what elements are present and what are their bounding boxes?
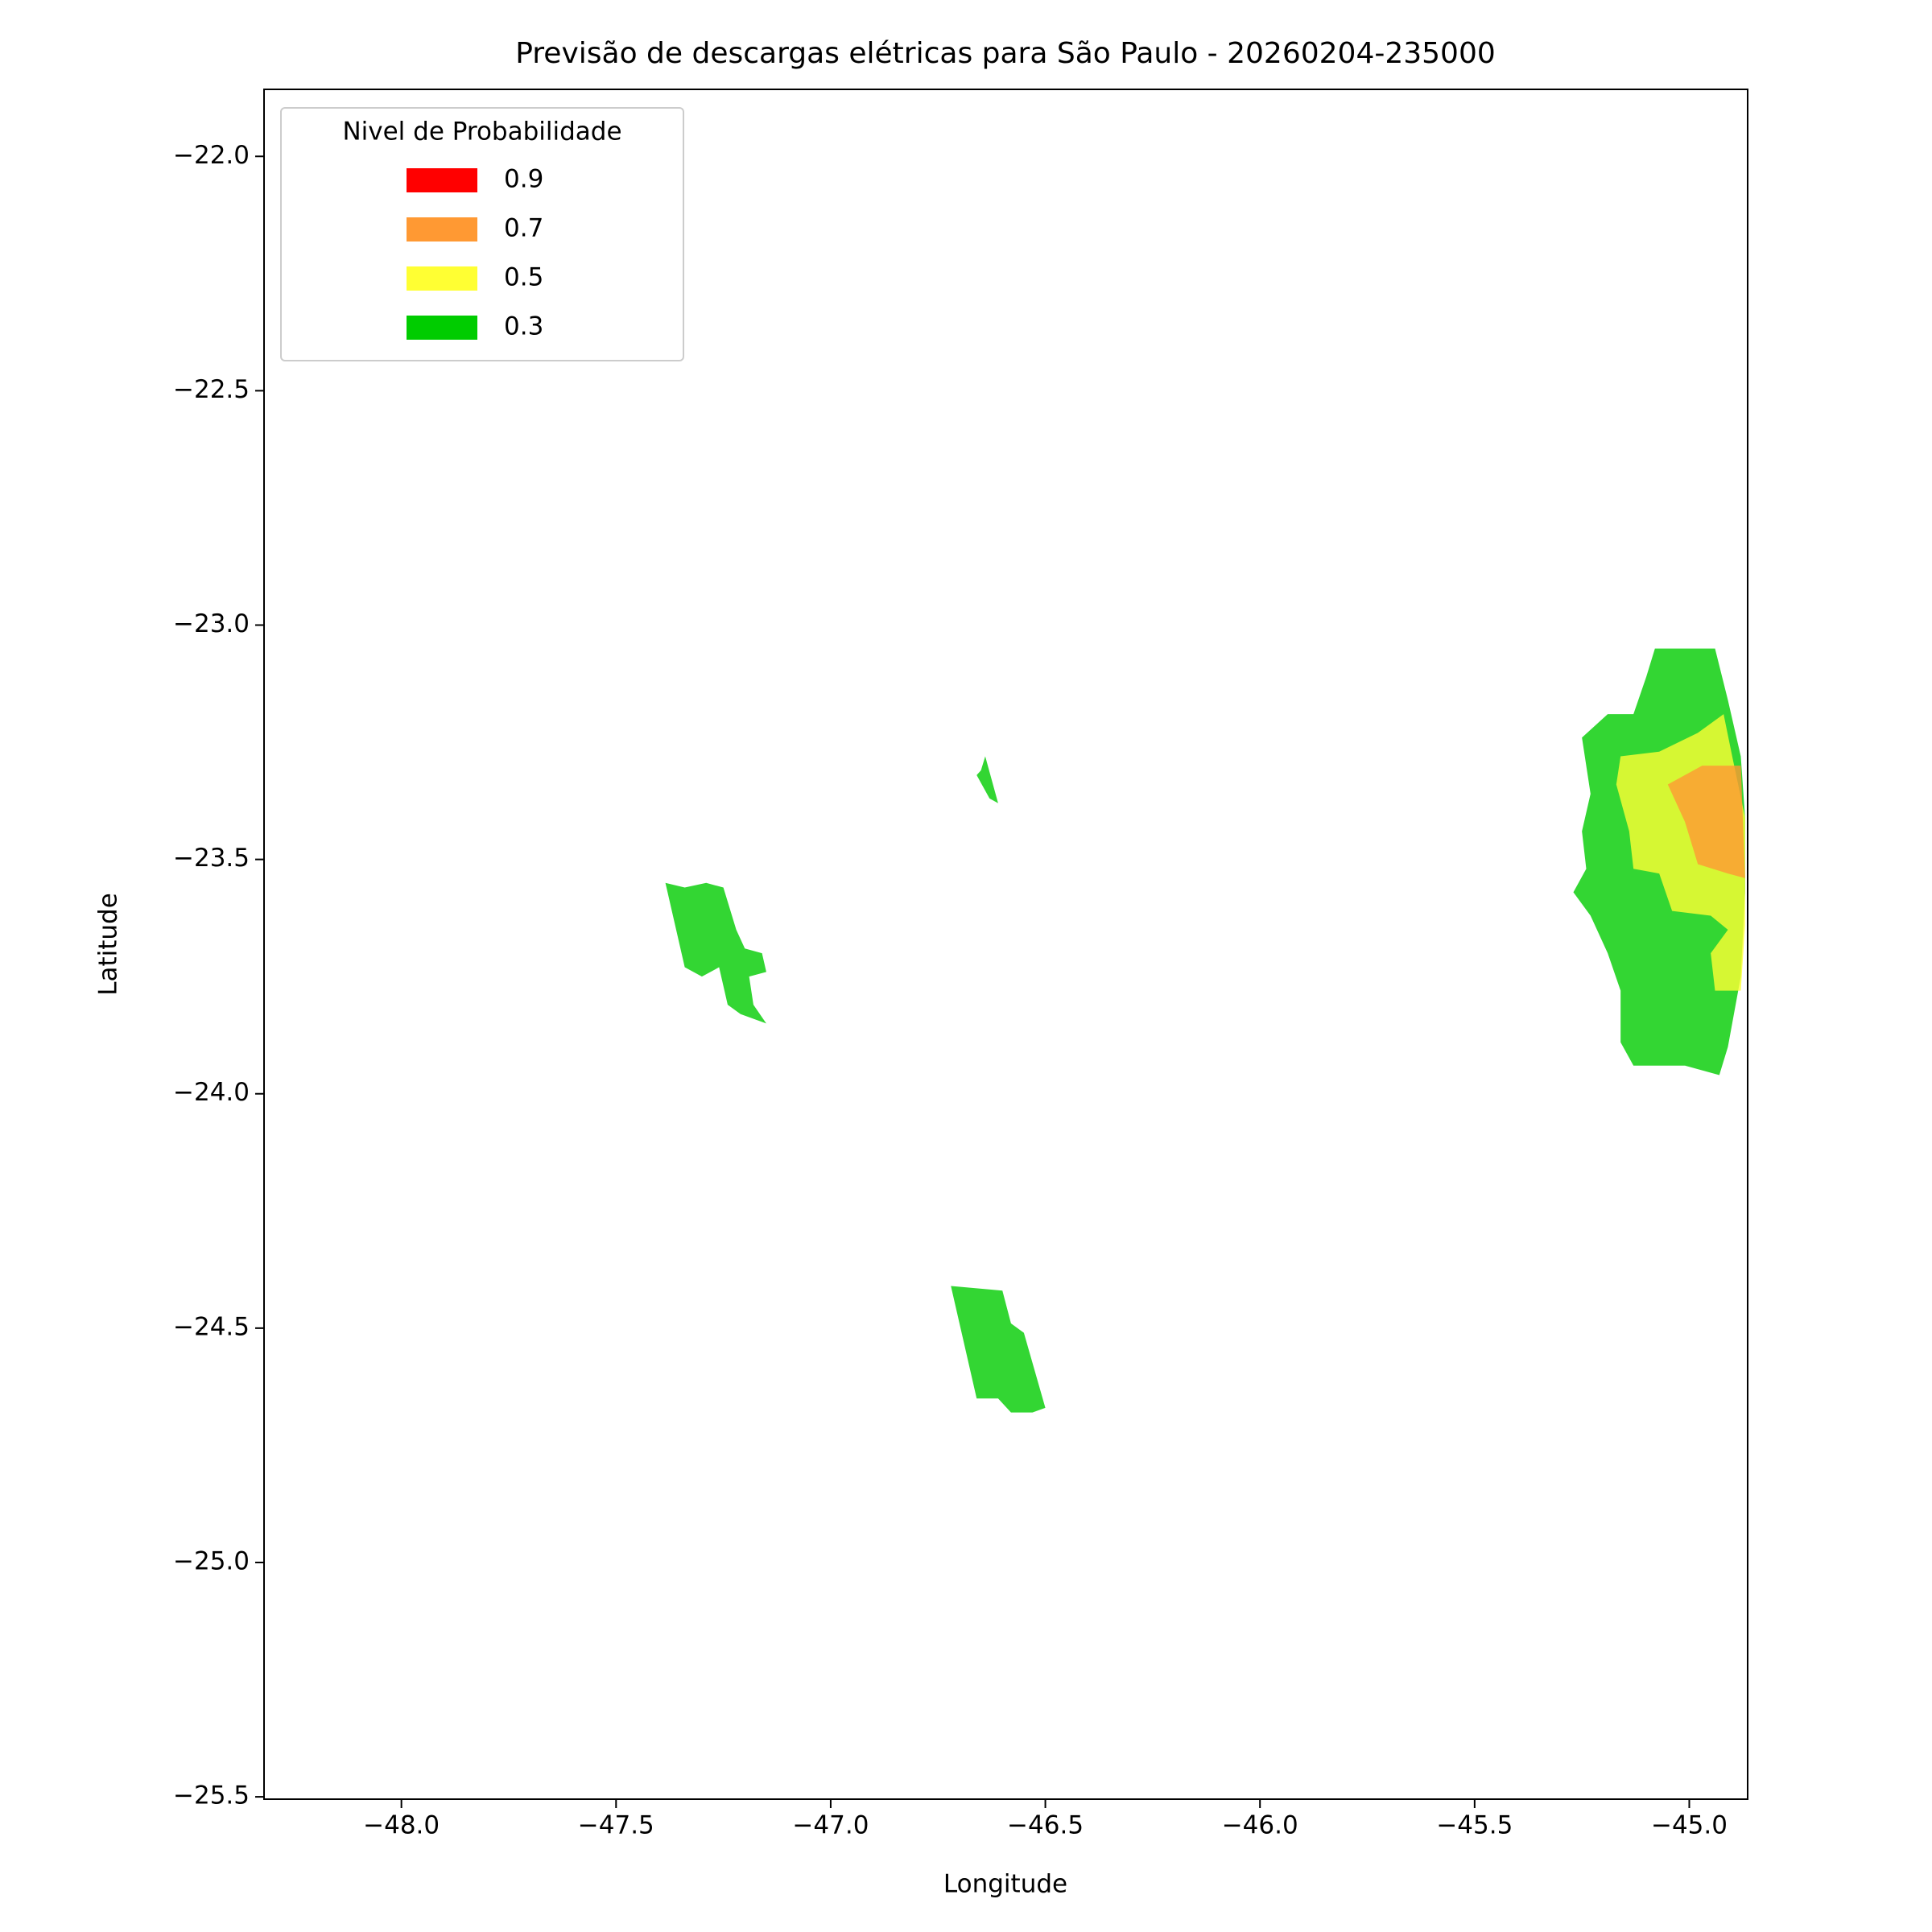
legend-label: 0.3	[504, 312, 543, 341]
probability-region	[951, 1286, 1046, 1413]
plot-frame	[263, 89, 1748, 1800]
legend-label: 0.7	[504, 214, 543, 243]
legend-label: 0.9	[504, 165, 543, 194]
y-tick-label: −24.5	[173, 1312, 250, 1341]
y-tick-label: −24.0	[173, 1078, 250, 1107]
x-tick-label: −46.0	[1222, 1811, 1298, 1840]
y-tick-label: −25.0	[173, 1546, 250, 1575]
legend: Nivel de Probabilidade 0.9 0.7 0.5 0.3	[280, 107, 684, 361]
legend-swatch	[407, 316, 477, 340]
x-tick-label: −48.0	[363, 1811, 440, 1840]
y-tick-label: −23.0	[173, 609, 250, 638]
probability-region	[976, 756, 998, 803]
probability-region	[1667, 766, 1745, 878]
x-axis-label: Longitude	[943, 1870, 1067, 1899]
legend-swatch	[407, 217, 477, 242]
y-tick-label: −22.5	[173, 375, 250, 404]
legend-label: 0.5	[504, 263, 543, 292]
x-tick-label: −47.0	[792, 1811, 869, 1840]
y-tick-label: −25.5	[173, 1781, 250, 1810]
legend-swatch	[407, 168, 477, 192]
x-tick-label: −47.5	[578, 1811, 654, 1840]
x-tick-label: −45.0	[1651, 1811, 1728, 1840]
x-tick-label: −46.5	[1007, 1811, 1084, 1840]
legend-swatch	[407, 266, 477, 291]
y-tick-label: −22.0	[173, 141, 250, 170]
probability-region	[665, 882, 766, 1024]
legend-box	[280, 107, 684, 361]
chart-title: Previsão de descargas elétricas para São…	[515, 37, 1496, 70]
y-axis-label: Latitude	[94, 893, 123, 996]
legend-title: Nivel de Probabilidade	[342, 118, 621, 147]
x-tick-label: −45.5	[1436, 1811, 1513, 1840]
y-tick-label: −23.5	[173, 844, 250, 873]
